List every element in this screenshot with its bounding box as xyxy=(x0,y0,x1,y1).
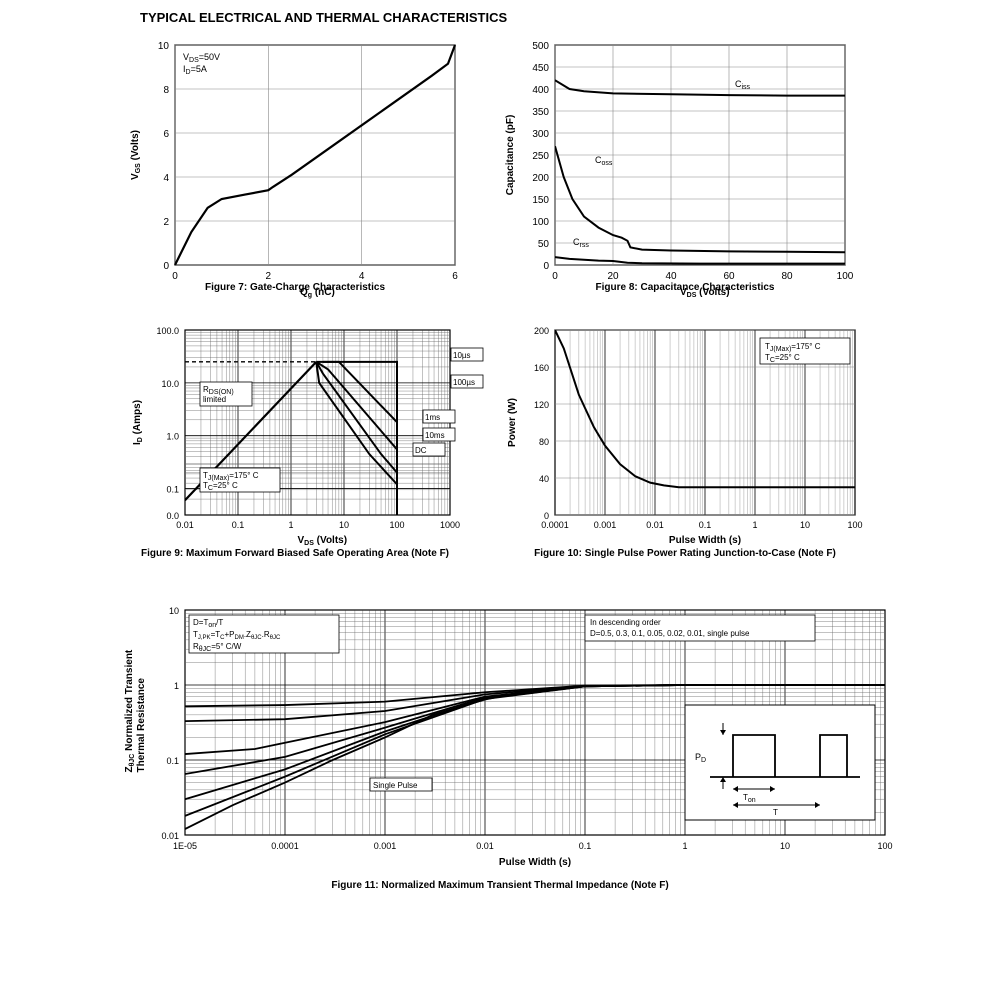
svg-text:0.1: 0.1 xyxy=(166,756,179,766)
svg-text:4: 4 xyxy=(359,271,365,282)
fig11-caption: Figure 11: Normalized Maximum Transient … xyxy=(140,880,860,891)
svg-text:1ms: 1ms xyxy=(425,413,440,422)
fig9-caption: Figure 9: Maximum Forward Biased Safe Op… xyxy=(140,548,450,559)
svg-text:100: 100 xyxy=(532,217,549,228)
svg-text:0.0: 0.0 xyxy=(166,511,179,521)
svg-text:1.0: 1.0 xyxy=(166,432,179,442)
svg-text:0.01: 0.01 xyxy=(176,520,194,530)
fig11-chart: 1E-05 0.0001 0.001 0.01 0.1 1 10 100 0.01 0.1 1 10 D… xyxy=(110,600,910,900)
svg-text:100: 100 xyxy=(877,841,892,851)
fig7-caption: Figure 7: Gate-Charge Characteristics xyxy=(140,282,450,293)
svg-text:100: 100 xyxy=(837,271,854,282)
svg-text:DC: DC xyxy=(415,446,427,455)
svg-text:1E-05: 1E-05 xyxy=(173,841,197,851)
svg-text:0.0001: 0.0001 xyxy=(541,520,569,530)
svg-text:VDS (Volts): VDS (Volts) xyxy=(298,535,348,547)
svg-text:0.0001: 0.0001 xyxy=(271,841,299,851)
svg-text:160: 160 xyxy=(534,363,549,373)
fig10-caption: Figure 10: Single Pulse Power Rating Jun… xyxy=(520,548,850,559)
svg-text:0: 0 xyxy=(172,271,178,282)
svg-text:1000: 1000 xyxy=(440,520,460,530)
svg-text:120: 120 xyxy=(534,400,549,410)
svg-text:Single Pulse: Single Pulse xyxy=(373,781,418,790)
svg-text:40: 40 xyxy=(539,474,549,484)
svg-text:100µs: 100µs xyxy=(453,378,475,387)
svg-text:VGS (Volts): VGS (Volts) xyxy=(130,130,142,180)
svg-text:20: 20 xyxy=(607,271,619,282)
svg-text:350: 350 xyxy=(532,107,549,118)
svg-text:ID (Amps): ID (Amps) xyxy=(132,400,144,445)
svg-text:100.0: 100.0 xyxy=(156,326,179,336)
svg-text:250: 250 xyxy=(532,151,549,162)
svg-text:10µs: 10µs xyxy=(453,351,471,360)
svg-text:10ms: 10ms xyxy=(425,431,445,440)
svg-text:10: 10 xyxy=(169,606,179,616)
svg-text:Crss: Crss xyxy=(573,237,589,249)
svg-text:0: 0 xyxy=(552,271,558,282)
svg-text:In descending order: In descending order xyxy=(590,618,661,627)
svg-text:1: 1 xyxy=(752,520,757,530)
svg-text:Pulse Width (s): Pulse Width (s) xyxy=(499,857,571,868)
svg-text:ZθJC Normalized Transient: ZθJC Normalized Transient xyxy=(124,649,136,772)
svg-text:T: T xyxy=(773,808,778,817)
svg-text:ID=5A: ID=5A xyxy=(183,64,207,76)
fig8-chart: 0 20 40 60 80 100 0 50 100 150 200 250 300 350 400 450 5… xyxy=(495,30,875,320)
svg-text:80: 80 xyxy=(539,437,549,447)
svg-text:200: 200 xyxy=(534,326,549,336)
svg-text:Capacitance (pF): Capacitance (pF) xyxy=(505,115,516,196)
svg-text:500: 500 xyxy=(532,41,549,52)
svg-text:Pulse Width (s): Pulse Width (s) xyxy=(669,535,741,546)
svg-text:50: 50 xyxy=(538,239,550,250)
svg-text:1: 1 xyxy=(174,681,179,691)
svg-text:Power (W): Power (W) xyxy=(507,398,518,447)
svg-text:0.01: 0.01 xyxy=(161,831,179,841)
svg-text:4: 4 xyxy=(163,173,169,184)
svg-text:0: 0 xyxy=(544,511,549,521)
svg-text:1: 1 xyxy=(682,841,687,851)
svg-text:Thermal Resistance: Thermal Resistance xyxy=(136,678,147,773)
svg-text:40: 40 xyxy=(665,271,677,282)
svg-text:VDS=50V: VDS=50V xyxy=(183,52,220,64)
svg-text:0.001: 0.001 xyxy=(374,841,397,851)
svg-text:200: 200 xyxy=(532,173,549,184)
svg-text:10: 10 xyxy=(339,520,349,530)
svg-text:100: 100 xyxy=(389,520,404,530)
svg-text:0.01: 0.01 xyxy=(646,520,664,530)
svg-text:Coss: Coss xyxy=(595,155,613,167)
svg-text:2: 2 xyxy=(163,217,169,228)
page: TYPICAL ELECTRICAL AND THERMAL CHARACTER… xyxy=(0,0,991,982)
svg-text:10: 10 xyxy=(158,41,170,52)
svg-text:10: 10 xyxy=(800,520,810,530)
svg-text:150: 150 xyxy=(532,195,549,206)
svg-text:0.1: 0.1 xyxy=(699,520,712,530)
svg-text:0.1: 0.1 xyxy=(232,520,245,530)
svg-text:0: 0 xyxy=(543,261,549,272)
page-title: TYPICAL ELECTRICAL AND THERMAL CHARACTER… xyxy=(140,10,507,25)
svg-text:8: 8 xyxy=(163,85,169,96)
svg-text:300: 300 xyxy=(532,129,549,140)
svg-text:10.0: 10.0 xyxy=(161,379,179,389)
svg-text:6: 6 xyxy=(452,271,458,282)
svg-text:80: 80 xyxy=(781,271,793,282)
svg-text:1: 1 xyxy=(288,520,293,530)
svg-text:0.1: 0.1 xyxy=(166,485,179,495)
svg-text:60: 60 xyxy=(723,271,735,282)
svg-text:450: 450 xyxy=(532,63,549,74)
svg-text:0: 0 xyxy=(163,261,169,272)
fig8-caption: Figure 8: Capacitance Characteristics xyxy=(520,282,850,293)
svg-text:0.001: 0.001 xyxy=(594,520,617,530)
svg-text:0.01: 0.01 xyxy=(476,841,494,851)
svg-text:6: 6 xyxy=(163,129,169,140)
svg-text:100: 100 xyxy=(847,520,862,530)
svg-text:2: 2 xyxy=(266,271,272,282)
svg-text:10: 10 xyxy=(780,841,790,851)
svg-text:400: 400 xyxy=(532,85,549,96)
svg-text:limited: limited xyxy=(203,395,226,404)
svg-text:0.1: 0.1 xyxy=(579,841,592,851)
fig7-chart: 02460246810Qg (nC)VGS (Volts)VDS=50VID=5… xyxy=(120,30,480,320)
svg-text:D=0.5, 0.3, 0.1, 0.05, 0.02, 0: D=0.5, 0.3, 0.1, 0.05, 0.02, 0.01, singl… xyxy=(590,629,750,638)
